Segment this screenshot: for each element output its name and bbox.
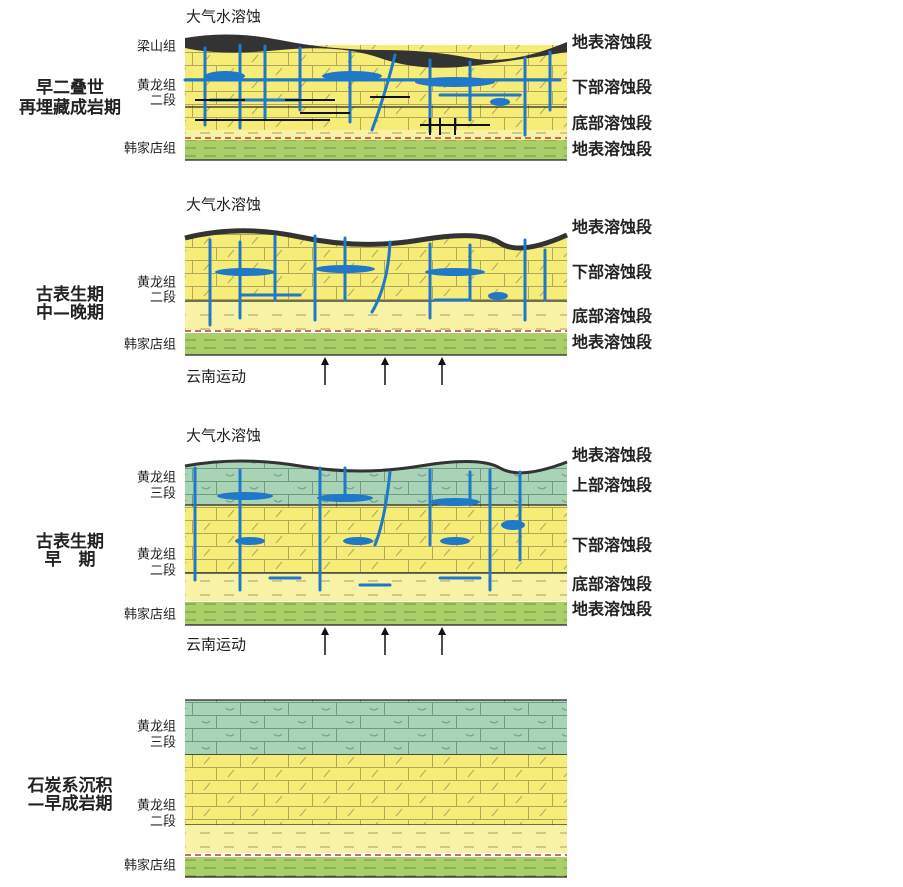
stage-label: —早成岩期 [28,793,113,814]
zone-label: 下部溶蚀段 [572,263,653,282]
formation-label: 韩家店组 [124,141,176,157]
arrow-head [381,357,389,365]
zone-label: 地表溶蚀段 [572,600,653,619]
panel-4 [185,699,567,878]
zone-label: 地表溶蚀段 [572,446,653,465]
zone-label: 地表溶蚀段 [572,333,653,352]
top-label: 大气水溶蚀 [186,8,261,26]
zone-label: 地表溶蚀段 [572,33,653,52]
formation-label: 三段 [150,736,176,751]
stage-label: 早 期 [45,550,96,570]
arrow-head [438,627,446,635]
movement-label: 云南运动 [186,368,246,386]
formation-label: 黄龙组 [137,276,176,291]
zone-label: 下部溶蚀段 [572,78,653,97]
formation-label: 黄龙组 [137,79,176,94]
movement-label: 云南运动 [186,636,246,654]
arrow-head [438,357,446,365]
formation-label: 梁山组 [137,40,176,55]
zone-label: 底部溶蚀段 [572,575,653,594]
formation-label: 二段 [150,291,176,306]
panel-2 [184,228,569,356]
stage-label: 古表生期 [36,531,104,552]
formation-label: 三段 [150,487,176,502]
top-label: 大气水溶蚀 [186,427,261,445]
stage-label: 早二叠世 [36,78,104,98]
zone-label: 下部溶蚀段 [572,536,653,555]
formation-label: 黄龙组 [137,720,176,735]
zone-label: 地表溶蚀段 [572,218,653,237]
zone-label: 上部溶蚀段 [572,476,653,495]
zone-label: 底部溶蚀段 [572,114,653,133]
stage-label: 再埋藏成岩期 [19,97,121,118]
formation-label: 韩家店组 [124,607,176,623]
stage-label: 古表生期 [36,284,104,305]
arrow-head [381,627,389,635]
formation-label: 二段 [150,564,176,579]
formation-label: 黄龙组 [137,799,176,814]
formation-label: 黄龙组 [137,548,176,563]
stage-label: 中—晚期 [36,302,104,323]
formation-label: 韩家店组 [124,858,176,874]
arrow-head [321,627,329,635]
panel-1 [183,34,567,161]
formation-label: 二段 [150,815,176,830]
zone-label: 地表溶蚀段 [572,140,653,159]
stage-label: 石炭系沉积 [27,775,113,796]
formation-label: 韩家店组 [124,337,176,353]
panel-3 [184,459,568,626]
zone-label: 底部溶蚀段 [572,307,653,326]
formation-label: 二段 [150,94,176,109]
formation-label: 黄龙组 [137,471,176,486]
arrow-head [321,357,329,365]
top-label: 大气水溶蚀 [186,196,261,214]
